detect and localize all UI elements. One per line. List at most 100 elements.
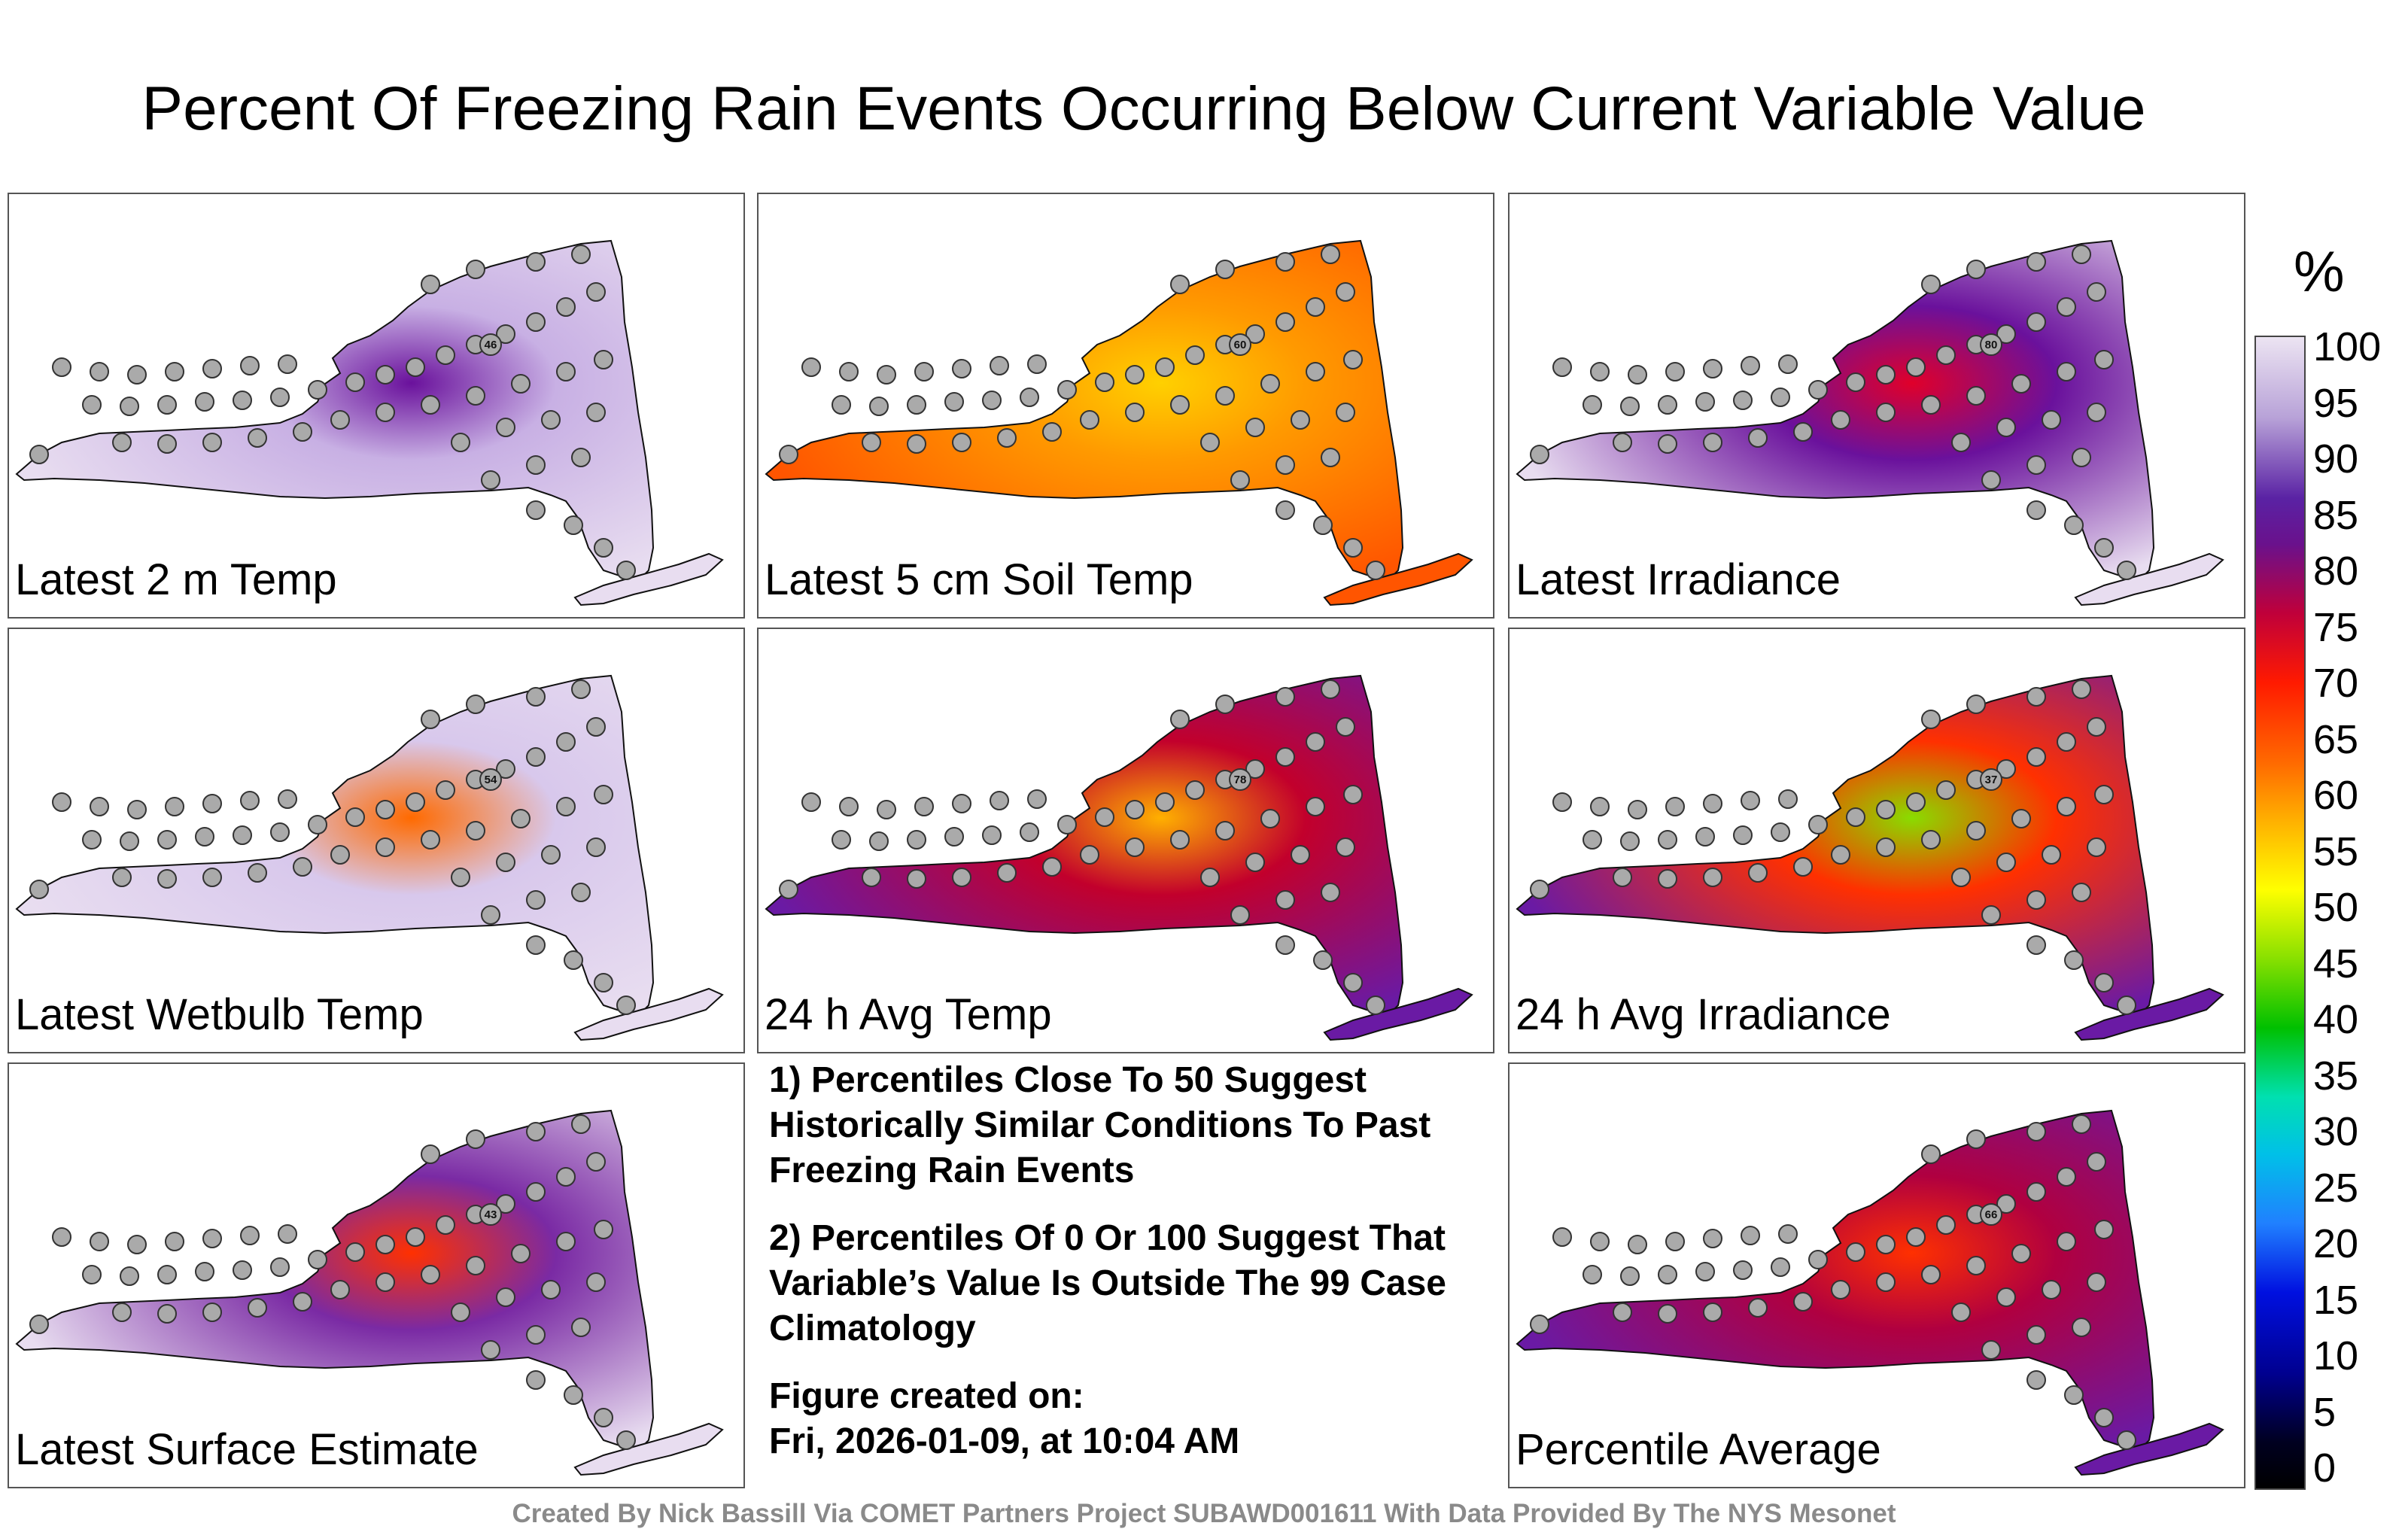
- station-marker: [1771, 1257, 1790, 1277]
- station-marker: [511, 374, 531, 394]
- station-marker: [1306, 297, 1325, 317]
- long-island: [2074, 552, 2224, 606]
- station-marker: [1906, 1227, 1926, 1247]
- station-marker: [1628, 800, 1647, 819]
- panel-label: 24 h Avg Irradiance: [1516, 990, 1891, 1039]
- station-marker: [1590, 362, 1610, 381]
- station-marker: [451, 1302, 470, 1322]
- station-marker: [1185, 780, 1205, 800]
- colorbar-tick: 65: [2313, 716, 2359, 762]
- station-marker: [1831, 410, 1850, 430]
- station-marker: [594, 785, 613, 804]
- station-marker: [157, 1304, 177, 1324]
- station-marker: [127, 365, 147, 385]
- note-2: 2) Percentiles Of 0 Or 100 Suggest That …: [769, 1218, 1446, 1348]
- station-marker: [2117, 995, 2136, 1015]
- colorbar-tick: 70: [2313, 661, 2359, 706]
- panel-label: Latest 5 cm Soil Temp: [765, 555, 1193, 604]
- station-marker: [1748, 863, 1768, 883]
- station-marker: [1921, 1265, 1941, 1284]
- notes: 1) Percentiles Close To 50 Suggest Histo…: [769, 1058, 1491, 1464]
- figure-created-label: Figure created on:: [769, 1376, 1084, 1416]
- station-marker: [1996, 759, 2016, 779]
- station-marker: [1313, 515, 1333, 535]
- station-marker: [1771, 388, 1790, 407]
- station-marker: [466, 695, 485, 714]
- station-marker: [421, 710, 440, 729]
- station-marker: [240, 1226, 260, 1245]
- station-marker: [526, 1182, 546, 1202]
- station-marker: [952, 433, 971, 452]
- colorbar-tick: 50: [2313, 885, 2359, 930]
- station-marker: [839, 362, 859, 381]
- station-marker: [541, 845, 561, 865]
- station-marker: [29, 1315, 49, 1334]
- station-marker: [1215, 695, 1235, 714]
- state-outline: [1516, 239, 2155, 581]
- station-marker: [1966, 695, 1986, 714]
- station-marker: [2026, 935, 2046, 955]
- station-marker: [779, 880, 798, 899]
- colorbar-tick: 45: [2313, 941, 2359, 986]
- station-marker: [308, 380, 327, 400]
- station-marker: [1275, 252, 1295, 272]
- station-marker: [202, 1229, 222, 1248]
- station-marker: [1057, 815, 1077, 834]
- station-marker: [293, 857, 312, 877]
- station-marker: [1996, 853, 2016, 872]
- station-marker: [1733, 391, 1753, 410]
- station-marker: [1981, 1340, 2001, 1360]
- station-marker: [616, 561, 636, 580]
- panel-label: 24 h Avg Temp: [765, 990, 1052, 1039]
- station-marker: [1741, 1226, 1760, 1245]
- station-marker: [248, 428, 267, 448]
- station-marker: [82, 395, 102, 415]
- station-marker: [564, 1385, 583, 1405]
- station-marker: [571, 1318, 591, 1337]
- station-marker: [2057, 297, 2076, 317]
- station-marker: [1336, 717, 1355, 737]
- station-marker: [29, 445, 49, 464]
- station-marker: [2057, 797, 2076, 816]
- hotspot-station: 78: [1229, 768, 1251, 791]
- station-marker: [1343, 350, 1363, 369]
- station-marker: [952, 359, 971, 378]
- station-marker: [82, 1265, 102, 1284]
- station-marker: [1245, 418, 1265, 437]
- station-marker: [1808, 815, 1828, 834]
- long-island: [573, 987, 724, 1041]
- station-marker: [421, 1265, 440, 1284]
- station-marker: [466, 1129, 485, 1149]
- station-marker: [2057, 1232, 2076, 1251]
- station-marker: [1876, 403, 1896, 422]
- station-marker: [29, 880, 49, 899]
- long-island: [1323, 987, 1473, 1041]
- station-marker: [586, 1152, 606, 1172]
- station-marker: [1658, 869, 1677, 889]
- station-marker: [1042, 422, 1062, 442]
- station-marker: [127, 1235, 147, 1254]
- station-marker: [1321, 883, 1340, 902]
- station-marker: [270, 1257, 290, 1277]
- station-marker: [1185, 345, 1205, 365]
- panel-label: Latest Irradiance: [1516, 555, 1841, 604]
- station-marker: [594, 973, 613, 992]
- station-marker: [526, 252, 546, 272]
- station-marker: [594, 1408, 613, 1427]
- map-panel-wetbulb: 54 Latest Wetbulb Temp: [8, 628, 745, 1053]
- station-marker: [112, 1302, 132, 1322]
- station-marker: [1275, 687, 1295, 707]
- station-marker: [1831, 845, 1850, 865]
- station-marker: [1748, 1298, 1768, 1318]
- colorbar-tick: 90: [2313, 436, 2359, 482]
- hotspot-value: 37: [1985, 774, 1998, 786]
- station-marker: [556, 1167, 576, 1187]
- hotspot-value: 46: [485, 339, 497, 351]
- station-marker: [877, 365, 896, 385]
- station-marker: [1343, 538, 1363, 558]
- station-marker: [1658, 434, 1677, 454]
- panel-label: Latest 2 m Temp: [15, 555, 337, 604]
- station-marker: [2042, 1280, 2061, 1299]
- station-marker: [571, 1114, 591, 1134]
- station-marker: [1200, 433, 1220, 452]
